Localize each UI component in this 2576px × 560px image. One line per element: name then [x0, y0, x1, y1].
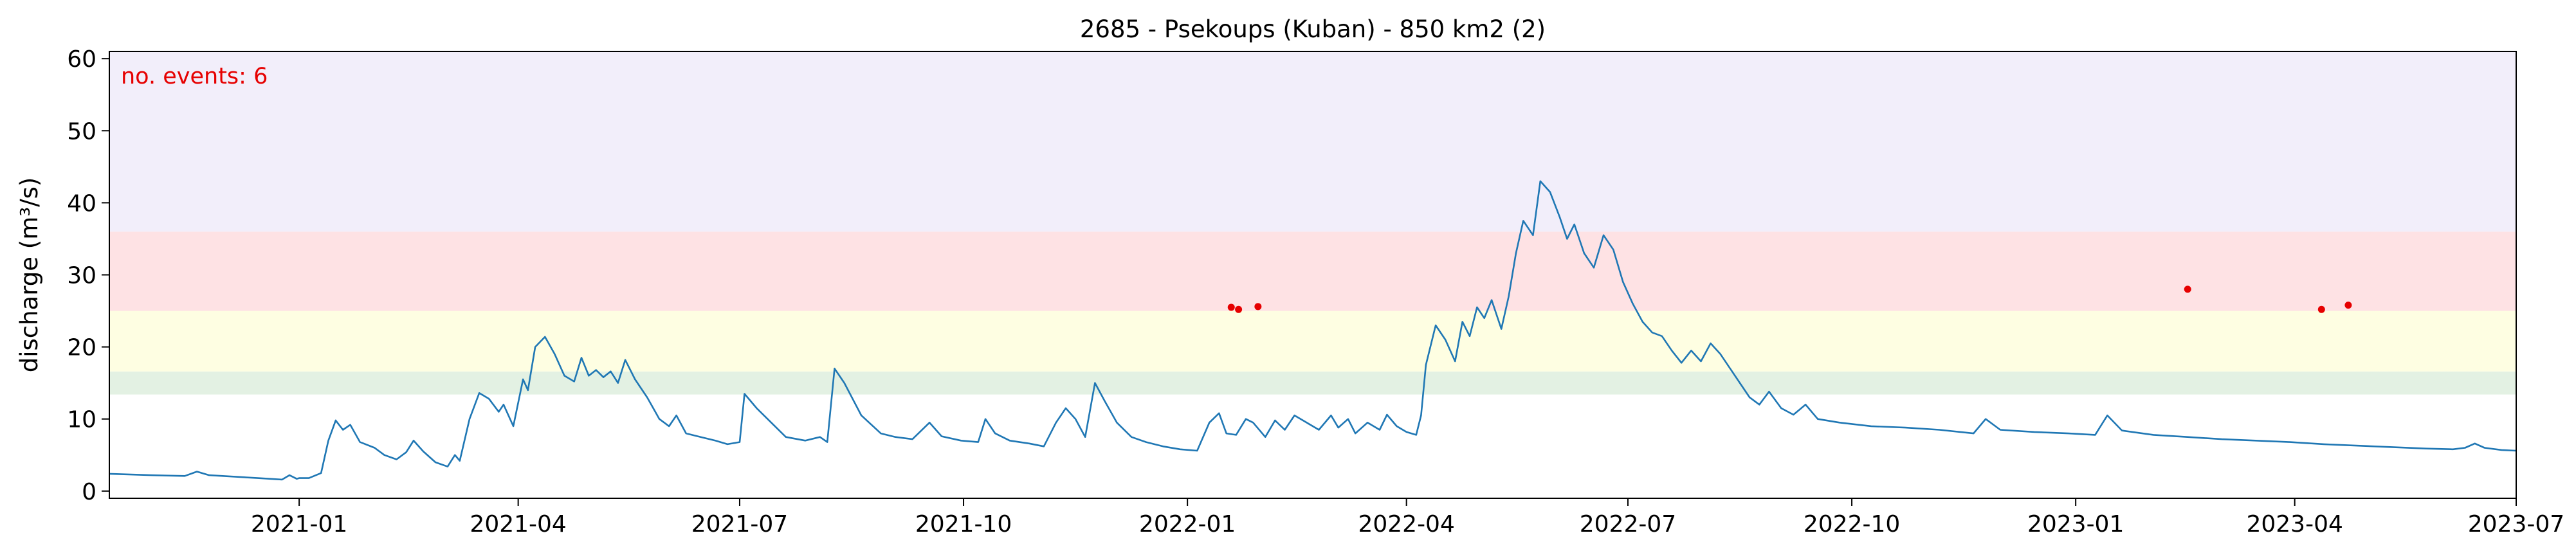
- x-tick-label: 2021-01: [251, 511, 347, 537]
- y-tick-label: 30: [67, 263, 96, 289]
- event-point-5: [2344, 302, 2352, 309]
- x-tick-label: 2021-07: [691, 511, 788, 537]
- event-point-0: [1227, 303, 1235, 311]
- x-tick-label: 2023-04: [2246, 511, 2343, 537]
- y-tick-label: 10: [67, 407, 96, 433]
- event-point-3: [2184, 285, 2191, 293]
- x-tick-label: 2022-01: [1139, 511, 1236, 537]
- y-tick-label: 0: [82, 479, 96, 505]
- event-point-1: [1235, 305, 1243, 313]
- x-tick-label: 2022-04: [1358, 511, 1454, 537]
- x-tick-label: 2023-07: [2468, 511, 2564, 537]
- x-axis: 2021-01 2021-04 2021-07 2021-10 2022-01 2022-…: [251, 498, 2564, 537]
- y-tick-label: 50: [67, 118, 96, 145]
- threshold-band-1: [109, 311, 2516, 372]
- y-axis: 0 10 20 30 40 50 60: [67, 46, 109, 505]
- threshold-band-2: [109, 231, 2516, 311]
- discharge-series: [109, 180, 2517, 481]
- x-tick-label: 2021-04: [470, 511, 566, 537]
- threshold-band-3: [109, 51, 2516, 232]
- series-line-0: [109, 180, 2517, 481]
- events-count-annotation: no. events: 6: [121, 64, 268, 89]
- x-tick-label: 2022-10: [1804, 511, 1900, 537]
- chart-title: 2685 - Psekoups (Kuban) - 850 km2 (2): [1080, 15, 1546, 43]
- event-point-4: [2317, 305, 2325, 313]
- y-tick-label: 40: [67, 190, 96, 217]
- y-axis-label: discharge (m³/s): [15, 177, 43, 373]
- x-tick-label: 2022-07: [1580, 511, 1676, 537]
- threshold-band-0: [109, 371, 2516, 395]
- x-tick-label: 2023-01: [2027, 511, 2124, 537]
- event-point-2: [1254, 303, 1262, 311]
- threshold-bands: [109, 51, 2516, 395]
- y-tick-label: 20: [67, 335, 96, 361]
- x-tick-label: 2021-10: [915, 511, 1012, 537]
- event-markers: [1227, 285, 2352, 313]
- y-tick-label: 60: [67, 46, 96, 73]
